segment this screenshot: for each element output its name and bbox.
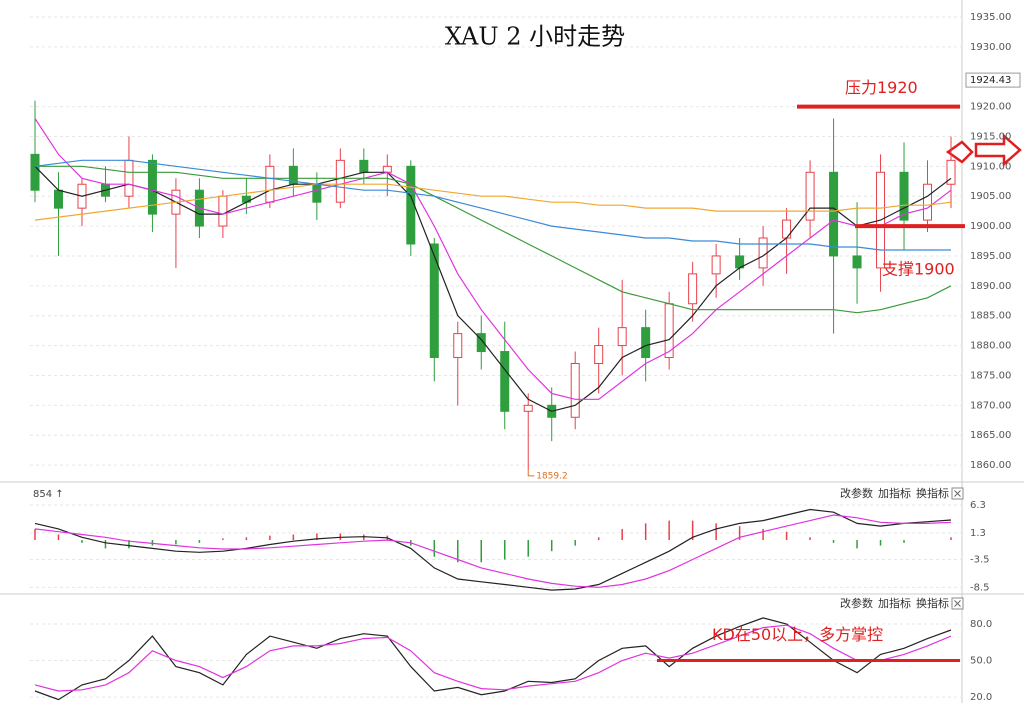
y-tick-label: 1930.00 <box>970 42 1011 53</box>
low-label: 1859.2 <box>536 471 568 481</box>
indicator-line <box>34 165 952 412</box>
candle-body <box>805 171 815 221</box>
y-tick-label: 1875.00 <box>970 370 1011 381</box>
arrow-icon <box>974 133 1022 167</box>
candle-body <box>335 159 345 203</box>
candle-body <box>594 345 604 364</box>
annotation-label: KD在50以上，多方掌控 <box>712 625 883 644</box>
candle-body <box>711 255 721 275</box>
resistance-label: 压力1920 <box>845 78 918 97</box>
candle-body <box>382 165 392 173</box>
y-tick-label: 1865.00 <box>970 430 1011 441</box>
candle-body <box>53 189 63 209</box>
indicator-line <box>34 159 951 251</box>
price-tag-label: 1924.43 <box>970 75 1011 86</box>
indicator-label: 854 ↑ <box>33 489 64 500</box>
price-tag <box>965 72 1021 88</box>
y-tick-label: -8.5 <box>970 582 990 593</box>
toolbar-button[interactable]: 加指标 <box>878 596 911 610</box>
indicator-line <box>34 118 952 400</box>
y-tick-label: 1920.00 <box>970 102 1011 113</box>
candle-body <box>500 351 510 412</box>
candle-body <box>570 362 580 418</box>
y-tick-label: 1905.00 <box>970 191 1011 202</box>
candle-body <box>641 327 651 359</box>
y-tick-label: 1860.00 <box>970 460 1011 471</box>
toolbar-button[interactable]: 改参数 <box>840 486 873 500</box>
y-tick-label: 1915.00 <box>970 131 1011 142</box>
arrow-icon <box>945 140 974 164</box>
candle-body <box>923 183 933 221</box>
toolbar-button[interactable]: 改参数 <box>840 596 873 610</box>
candle-body <box>312 183 322 203</box>
candle-body <box>899 171 909 221</box>
candle-body <box>523 404 533 412</box>
indicator-line <box>35 165 952 314</box>
support-label: 支撑1900 <box>882 260 955 279</box>
y-tick-label: 1890.00 <box>970 281 1011 292</box>
y-tick-label: 20.0 <box>970 692 992 703</box>
y-tick-label: 6.3 <box>970 500 986 511</box>
candle-body <box>476 333 486 353</box>
candle-body <box>218 195 228 227</box>
candle-body <box>147 159 157 215</box>
low-pointer <box>527 469 535 477</box>
candle-body <box>429 243 439 359</box>
y-tick-label: 1870.00 <box>970 400 1011 411</box>
y-tick-label: 80.0 <box>970 619 992 630</box>
toolbar-button[interactable]: 换指标 <box>916 486 949 500</box>
y-tick-label: -3.5 <box>970 555 990 566</box>
toolbar-button[interactable]: 加指标 <box>878 486 911 500</box>
y-tick-label: 1880.00 <box>970 341 1011 352</box>
y-tick-label: 1935.00 <box>970 12 1011 23</box>
close-icon <box>954 600 961 607</box>
candle-body <box>688 273 698 305</box>
candle-body <box>359 159 369 173</box>
toolbar-button[interactable]: 换指标 <box>916 596 949 610</box>
y-tick-label: 1885.00 <box>970 311 1011 322</box>
indicator-line <box>34 183 952 221</box>
chart-title: XAU 2 小时走势 <box>445 23 625 51</box>
indicator-line <box>34 617 952 701</box>
indicator-line <box>34 514 952 588</box>
y-tick-label: 1900.00 <box>970 221 1011 232</box>
candle-body <box>124 159 134 197</box>
candle-body <box>617 327 627 347</box>
candle-body <box>852 255 862 269</box>
y-tick-label: 1895.00 <box>970 251 1011 262</box>
candle-body <box>265 165 275 203</box>
candle-body <box>829 171 839 257</box>
candle-body <box>946 159 956 185</box>
candle-body <box>30 153 40 191</box>
y-tick-label: 1910.00 <box>970 161 1011 172</box>
close-icon <box>954 490 961 497</box>
y-tick-label: 50.0 <box>970 656 992 667</box>
indicator-line <box>34 508 952 591</box>
candle-body <box>406 165 416 245</box>
indicator-line <box>34 624 952 692</box>
y-tick-label: 1.3 <box>970 528 986 539</box>
candle-body <box>758 237 768 269</box>
candle-body <box>453 333 463 359</box>
